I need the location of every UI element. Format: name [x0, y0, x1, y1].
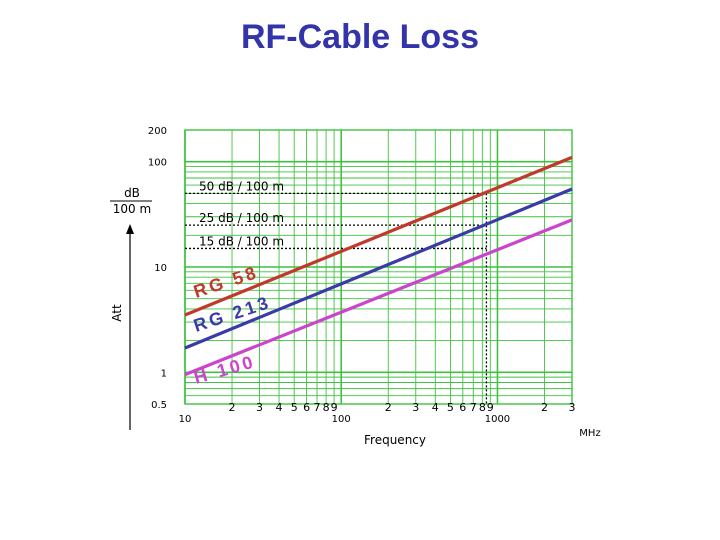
x-tick-label: 5 [291, 401, 298, 414]
series-label-1: RG 58 [191, 262, 261, 302]
x-tick-label: 7 [470, 401, 477, 414]
y-tick-label: 100 [148, 158, 167, 169]
series-line-2 [184, 187, 573, 350]
x-tick-label: 5 [447, 401, 454, 414]
x-tick-label: 3 [569, 401, 576, 414]
y-axis-arrowhead [126, 224, 134, 234]
x-tick-label: 2 [229, 401, 236, 414]
x-tick-label: 8 [479, 401, 486, 414]
reference-label-15: 15 dB / 100 m [199, 234, 284, 248]
x-tick-label: 1000 [485, 414, 510, 425]
x-axis-label: Frequency [364, 433, 426, 447]
y-tick-label: 1 [161, 368, 167, 379]
plot-frame [184, 129, 573, 405]
x-tick-label: 4 [276, 401, 283, 414]
chart-grid [184, 129, 573, 405]
x-tick-label: 100 [332, 414, 351, 425]
x-tick-label: 3 [256, 401, 263, 414]
y-tick-label: 200 [148, 126, 167, 137]
x-tick-label: 7 [314, 401, 321, 414]
x-tick-label: 3 [412, 401, 419, 414]
series-line-1 [184, 155, 573, 317]
x-tick-label: 6 [459, 401, 466, 414]
y-axis-label: Att [110, 304, 124, 322]
x-tick-label: 6 [303, 401, 310, 414]
series-line-3 [184, 218, 573, 377]
x-unit-label: MHz [579, 428, 600, 439]
reference-label-25: 25 dB / 100 m [199, 211, 284, 225]
x-tick-label: 9 [331, 401, 338, 414]
x-tick-label: 2 [385, 401, 392, 414]
x-tick-label: 9 [487, 401, 494, 414]
reference-label-50: 50 dB / 100 m [199, 179, 284, 193]
x-tick-label: 10 [179, 414, 192, 425]
x-tick-label: 8 [323, 401, 330, 414]
y-unit-numerator: dB [124, 186, 140, 200]
y-unit-denominator: 100 m [113, 202, 151, 216]
x-tick-label: 2 [541, 401, 548, 414]
x-tick-label: 4 [432, 401, 439, 414]
y-tick-label: 0.5 [151, 400, 167, 411]
slide-title: RF-Cable Loss [240, 18, 480, 56]
y-tick-label: 10 [154, 263, 167, 274]
chart-annotations: 50 dB / 100 m 25 dB / 100 m 15 dB / 100 m [185, 179, 488, 404]
